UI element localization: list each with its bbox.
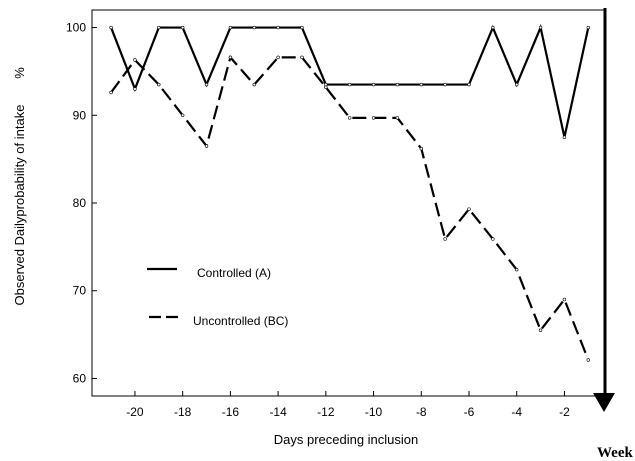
series-layer [109,23,590,362]
data-point [133,58,137,62]
legend: Controlled (A) Uncontrolled (BC) [147,266,288,328]
data-point [515,82,519,87]
data-point [252,82,256,87]
x-tick-label: -14 [269,405,287,419]
x-tick-label: -18 [174,405,192,419]
y-tick-label: 60 [73,371,87,385]
x-tick-label: -4 [511,405,522,419]
data-point [157,25,161,30]
week-4-label: Week 4 [597,445,635,461]
y-axis-unit: % [12,67,27,79]
x-tick-label: -2 [559,405,570,419]
data-point [491,237,495,241]
plot-area-frame [91,9,606,397]
x-axis-ticks: -20 -18 -16 -14 -12 -10 -8 -6 -4 -2 [126,391,570,419]
x-axis-label: Days preceding inclusion [274,432,419,447]
data-point [515,267,519,272]
data-point [204,82,209,87]
data-point [443,82,447,87]
data-point [347,116,352,120]
data-point [586,25,590,30]
data-point [157,82,161,87]
data-point [228,55,233,60]
y-tick-label: 100 [66,21,86,35]
data-point [371,116,376,120]
data-point [443,237,447,241]
x-tick-label: -16 [222,405,240,419]
down-arrow-icon [593,393,615,412]
data-point [371,82,376,87]
data-point [180,113,185,117]
data-point [467,82,471,87]
data-point [300,25,304,30]
x-tick-label: -6 [464,405,475,419]
y-tick-label: 80 [73,196,87,210]
data-point [109,25,113,30]
x-tick-label: -10 [365,405,383,419]
data-point [491,25,495,30]
data-point [228,25,233,30]
data-point [538,25,543,30]
data-point [133,87,137,91]
data-point [180,25,185,30]
data-point [276,55,280,60]
x-tick-label: -20 [126,405,144,419]
legend-label-controlled: Controlled (A) [197,266,271,280]
series-line-uncontrolled [110,55,590,361]
data-point [276,25,280,30]
data-point [562,297,567,302]
data-point [300,55,304,60]
data-point [467,207,471,211]
y-axis-ticks: 60 70 80 90 100 [66,21,97,385]
y-tick-label: 90 [73,108,87,122]
data-point [252,25,256,30]
y-tick-label: 70 [73,284,87,298]
data-point [395,116,400,120]
x-tick-label: -8 [416,405,427,419]
data-point [586,358,590,362]
data-point [324,85,328,89]
x-tick-label: -12 [317,405,335,419]
series-line-controlled [110,23,590,138]
data-point [395,82,400,87]
data-point [419,146,423,151]
data-point [419,82,423,87]
y-axis-label: Observed Dailyprobability of intake [12,105,27,306]
data-point [109,90,113,95]
data-point [562,135,567,139]
data-point [347,82,352,87]
week-4-arrow [593,8,615,412]
data-point [204,144,209,148]
legend-label-uncontrolled: Uncontrolled (BC) [193,314,288,328]
data-point [538,328,543,332]
